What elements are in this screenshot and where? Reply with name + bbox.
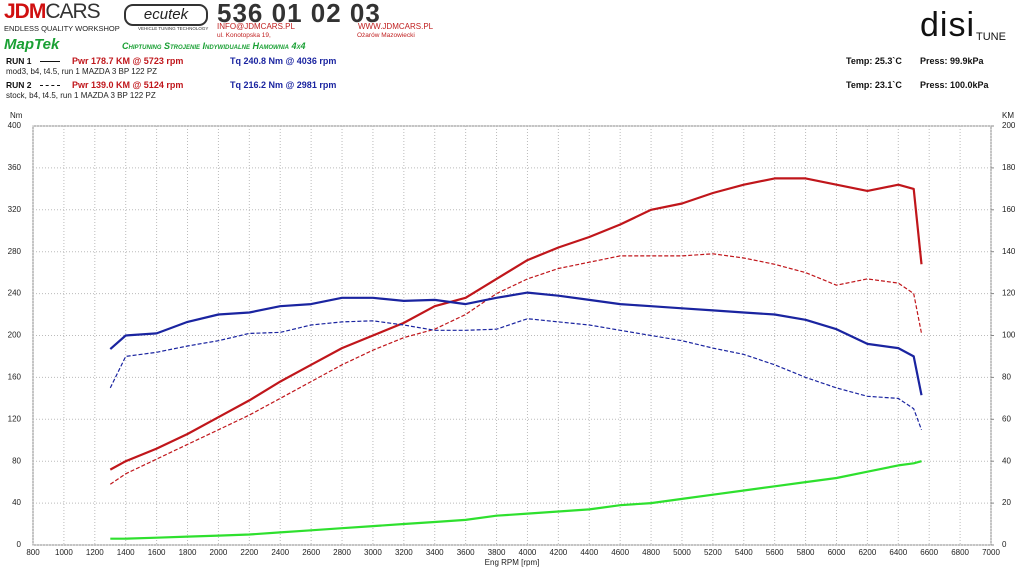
brand-logo: JDMCARS — [4, 0, 101, 24]
x-tick-label: 4200 — [549, 548, 567, 557]
x-tick-label: 2800 — [333, 548, 351, 557]
city: Ożarów Mazowiecki — [357, 32, 415, 39]
run-temp: Temp: 23.1`C — [846, 80, 902, 90]
x-tick-label: 1000 — [55, 548, 73, 557]
run-torque: Tq 240.8 Nm @ 4036 rpm — [230, 56, 337, 66]
x-tick-label: 3400 — [426, 548, 444, 557]
x-tick-label: 1200 — [86, 548, 104, 557]
y-tick-label: 280 — [8, 247, 22, 256]
y-tick-label: 160 — [8, 373, 22, 382]
x-tick-label: 3600 — [457, 548, 475, 557]
email: INFO@JDMCARS.PL — [217, 22, 295, 31]
run-press: Press: 100.0kPa — [920, 80, 989, 90]
x-tick-label: 3200 — [395, 548, 413, 557]
y2-tick-label: 200 — [1002, 121, 1016, 130]
services: Chiptuning Strojenie Indywidualne Hamown… — [122, 41, 306, 51]
y-tick-label: 360 — [8, 163, 22, 172]
series-line — [109, 253, 923, 485]
x-tick-label: 3000 — [364, 548, 382, 557]
y-axis-label: Nm — [10, 111, 23, 120]
dyno-tag: TUNE — [976, 31, 1006, 43]
x-tick-label: 2000 — [210, 548, 228, 557]
ecu-logo: ecutek — [124, 4, 208, 26]
y2-tick-label: 140 — [1002, 247, 1016, 256]
y2-tick-label: 160 — [1002, 205, 1016, 214]
run-desc: stock, b4, t4.5, run 1 MAZDA 3 BP 122 PZ — [6, 91, 156, 100]
street: ul. Konotopska 19, — [217, 32, 271, 39]
x-tick-label: 5200 — [704, 548, 722, 557]
x-tick-label: 5600 — [766, 548, 784, 557]
y2-tick-label: 80 — [1002, 373, 1011, 382]
x-tick-label: 5000 — [673, 548, 691, 557]
web: WWW.JDMCARS.PL — [358, 22, 434, 31]
y-tick-label: 80 — [12, 456, 21, 465]
x-tick-label: 2600 — [302, 548, 320, 557]
x-tick-label: 2200 — [240, 548, 258, 557]
series-line — [109, 177, 923, 471]
x-axis-label: Eng RPM [rpm] — [485, 558, 540, 567]
y-tick-label: 120 — [8, 414, 22, 423]
run-line-sample — [40, 85, 60, 86]
x-tick-label: 1800 — [179, 548, 197, 557]
y2-axis-label: KM — [1002, 111, 1014, 120]
y2-tick-label: 0 — [1002, 540, 1007, 549]
y-tick-label: 40 — [12, 498, 21, 507]
y-tick-label: 400 — [8, 121, 22, 130]
series-line — [110, 460, 922, 540]
ecu-tagline: VEHICLE TUNING TECHNOLOGY — [138, 26, 209, 31]
x-tick-label: 1600 — [148, 548, 166, 557]
run-line-sample — [40, 61, 60, 62]
y2-tick-label: 120 — [1002, 289, 1016, 298]
maptek-logo: MapTek — [4, 36, 60, 53]
y-tick-label: 0 — [17, 540, 22, 549]
x-tick-label: 6600 — [920, 548, 938, 557]
y2-tick-label: 60 — [1002, 414, 1011, 423]
run-temp: Temp: 25.3`C — [846, 56, 902, 66]
x-tick-label: 4800 — [642, 548, 660, 557]
y2-tick-label: 180 — [1002, 163, 1016, 172]
brand-b: CARS — [45, 0, 100, 23]
run-press: Press: 99.9kPa — [920, 56, 984, 66]
y2-tick-label: 40 — [1002, 456, 1011, 465]
x-tick-label: 4600 — [611, 548, 629, 557]
x-tick-label: 1400 — [117, 548, 135, 557]
series-line — [109, 318, 923, 431]
x-tick-label: 6000 — [828, 548, 846, 557]
y2-tick-label: 100 — [1002, 331, 1016, 340]
dyno-logo: disi — [920, 6, 976, 44]
y-tick-label: 200 — [8, 331, 22, 340]
run-label: RUN 1 — [6, 56, 32, 66]
x-tick-label: 3800 — [488, 548, 506, 557]
x-tick-label: 5400 — [735, 548, 753, 557]
x-tick-label: 2400 — [271, 548, 289, 557]
x-tick-label: 4400 — [580, 548, 598, 557]
x-tick-label: 7000 — [982, 548, 1000, 557]
phone: 536 01 02 03 — [217, 0, 381, 28]
x-tick-label: 4000 — [519, 548, 537, 557]
brand-a: JDM — [4, 0, 46, 23]
brand-tagline: ENDLESS QUALITY WORKSHOP — [4, 24, 120, 33]
x-tick-label: 6200 — [858, 548, 876, 557]
run-desc: mod3, b4, t4.5, run 1 MAZDA 3 BP 122 PZ — [6, 67, 158, 76]
x-tick-label: 5800 — [797, 548, 815, 557]
run-power: Pwr 178.7 KM @ 5723 rpm — [72, 56, 184, 66]
y-tick-label: 320 — [8, 205, 22, 214]
run-torque: Tq 216.2 Nm @ 2981 rpm — [230, 80, 337, 90]
x-tick-label: 800 — [26, 548, 40, 557]
run-label: RUN 2 — [6, 80, 32, 90]
x-tick-label: 6400 — [889, 548, 907, 557]
run-power: Pwr 139.0 KM @ 5124 rpm — [72, 80, 184, 90]
x-tick-label: 6800 — [951, 548, 969, 557]
series-line — [109, 291, 923, 396]
y-tick-label: 240 — [8, 289, 22, 298]
y2-tick-label: 20 — [1002, 498, 1011, 507]
